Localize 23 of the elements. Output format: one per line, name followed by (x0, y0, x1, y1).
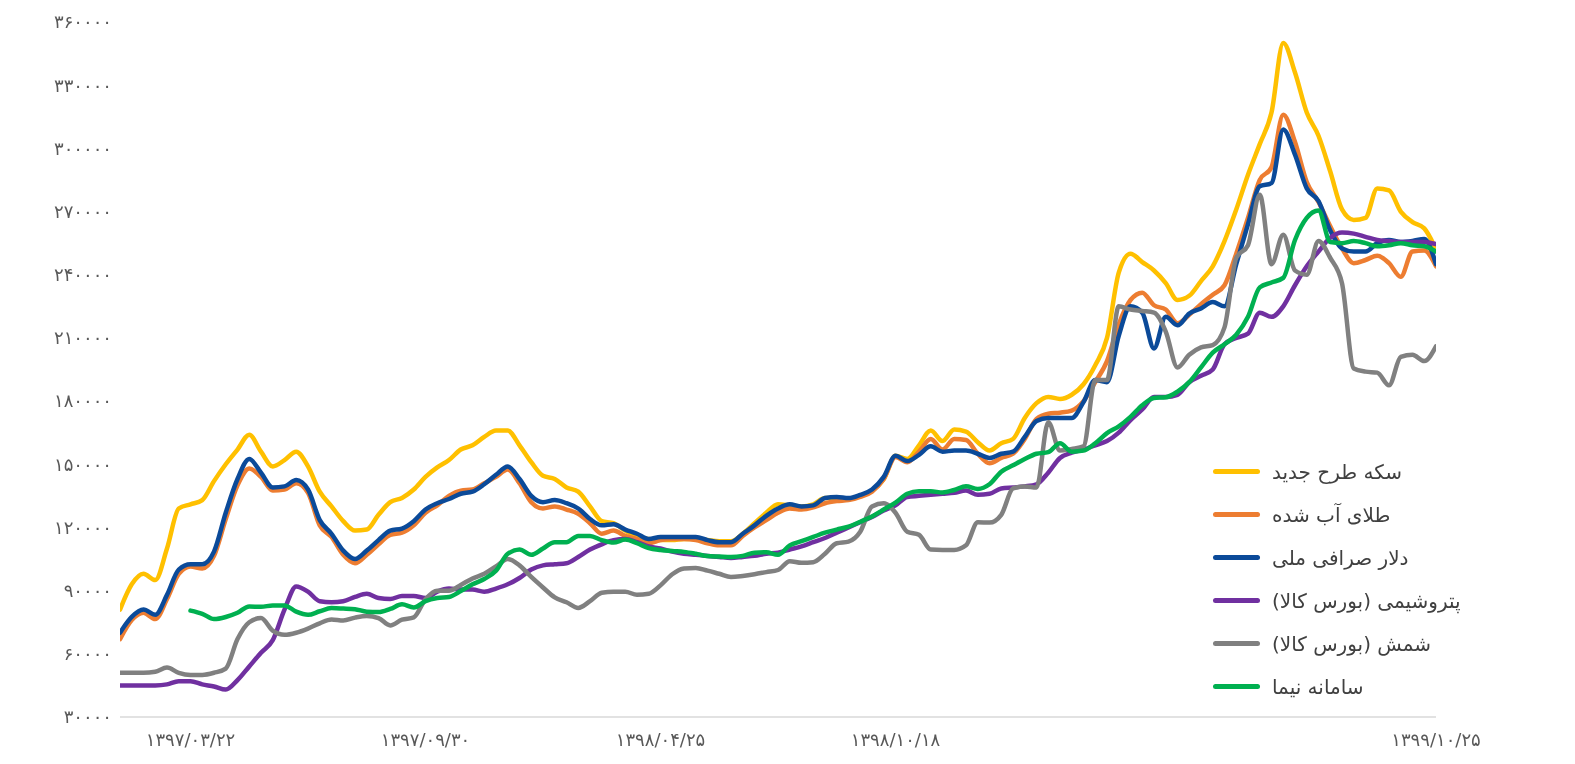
x-tick-label: ۱۳۹۷/۰۹/۳۰ (380, 728, 471, 750)
y-tick-label: ۱۵۰۰۰۰ (53, 453, 112, 475)
legend-label: پتروشیمی (بورس کالا) (1272, 588, 1461, 613)
x-tick-label: ۱۳۹۷/۰۳/۲۲ (145, 728, 236, 750)
y-tick-label: ۳۰۰۰۰۰ (53, 137, 112, 159)
legend-label: دلار صرافی ملی (1272, 545, 1409, 570)
x-tick-label: ۱۳۹۸/۰۴/۲۵ (615, 728, 706, 750)
y-tick-label: ۳۰۰۰۰ (63, 706, 112, 728)
y-tick-label: ۳۳۰۰۰۰ (53, 74, 112, 96)
y-tick-label: ۲۱۰۰۰۰ (53, 327, 112, 349)
legend-label: سکه طرح جدید (1272, 459, 1403, 484)
y-tick-label: ۳۶۰۰۰۰ (53, 11, 112, 33)
x-tick-label: ۱۳۹۸/۱۰/۱۸ (850, 728, 941, 750)
y-tick-label: ۱۸۰۰۰۰ (53, 390, 112, 412)
y-tick-label: ۲۷۰۰۰۰ (53, 200, 112, 222)
y-tick-label: ۲۴۰۰۰۰ (53, 264, 112, 286)
legend-label: شمش (بورس کالا) (1272, 631, 1432, 656)
y-tick-label: ۹۰۰۰۰ (63, 580, 112, 602)
y-tick-label: ۱۲۰۰۰۰ (53, 516, 112, 538)
y-tick-label: ۶۰۰۰۰ (63, 643, 112, 665)
legend-label: سامانه نیما (1272, 674, 1364, 699)
x-tick-label: ۱۳۹۹/۱۰/۲۵ (1391, 728, 1481, 750)
legend-label: طلای آب شده (1272, 502, 1391, 527)
